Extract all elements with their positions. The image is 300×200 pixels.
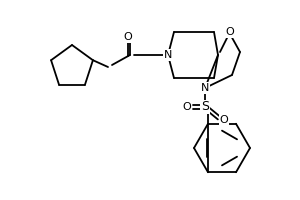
Text: O: O — [183, 102, 191, 112]
Text: O: O — [124, 32, 132, 42]
Text: O: O — [226, 27, 234, 37]
Text: N: N — [164, 50, 172, 60]
Text: O: O — [220, 115, 228, 125]
Text: S: S — [201, 100, 209, 114]
Text: N: N — [201, 83, 209, 93]
